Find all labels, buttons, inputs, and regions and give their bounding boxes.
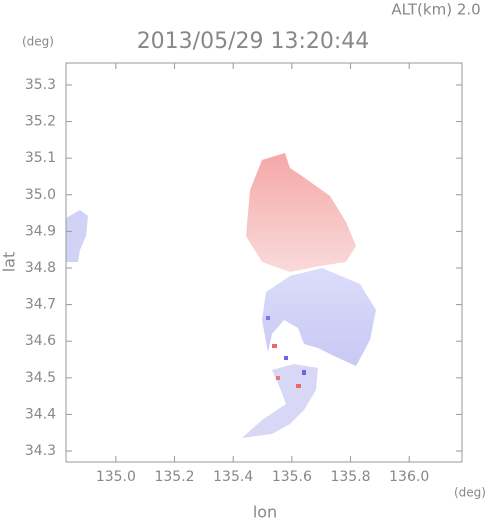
echo-speck <box>266 316 270 320</box>
y-tick-label: 34.3 <box>25 443 56 459</box>
y-tick-label: 34.7 <box>25 297 56 313</box>
y-tick-label: 34.9 <box>25 223 56 239</box>
x-tick-label: 135.4 <box>213 469 253 485</box>
echo-region <box>242 364 318 438</box>
echo-speck <box>272 344 277 348</box>
x-tick-label: 135.0 <box>96 469 136 485</box>
x-tick-label: 135.2 <box>154 469 194 485</box>
y-tick-label: 34.5 <box>25 370 56 386</box>
chart-title: 2013/05/29 13:20:44 <box>137 29 370 54</box>
y-tick-label: 35.0 <box>25 187 56 203</box>
echo-region <box>246 153 356 272</box>
echo-speck <box>296 384 301 388</box>
x-unit: (deg) <box>454 486 486 500</box>
y-tick-label: 34.8 <box>25 260 56 276</box>
x-tick-label: 136.0 <box>389 469 429 485</box>
y-tick-label: 34.4 <box>25 406 56 422</box>
echo-speck <box>302 370 306 375</box>
y-tick-label: 34.6 <box>25 333 56 349</box>
echo-region <box>66 210 88 262</box>
altitude-label: ALT(km) 2.0 <box>391 1 480 19</box>
y-tick-label: 35.3 <box>25 77 56 93</box>
x-tick-label: 135.8 <box>330 469 370 485</box>
echo-speck <box>284 356 288 360</box>
y-tick-label: 35.1 <box>25 150 56 166</box>
echo-region <box>262 268 376 366</box>
y-tick-label: 35.2 <box>25 114 56 130</box>
echo-speck <box>276 376 280 380</box>
x-axis-label: lon <box>253 503 277 521</box>
plot-frame <box>65 62 463 463</box>
y-axis-label: lat <box>0 252 19 273</box>
echo-field <box>66 153 376 438</box>
y-unit: (deg) <box>22 35 54 49</box>
x-tick-label: 135.6 <box>272 469 312 485</box>
